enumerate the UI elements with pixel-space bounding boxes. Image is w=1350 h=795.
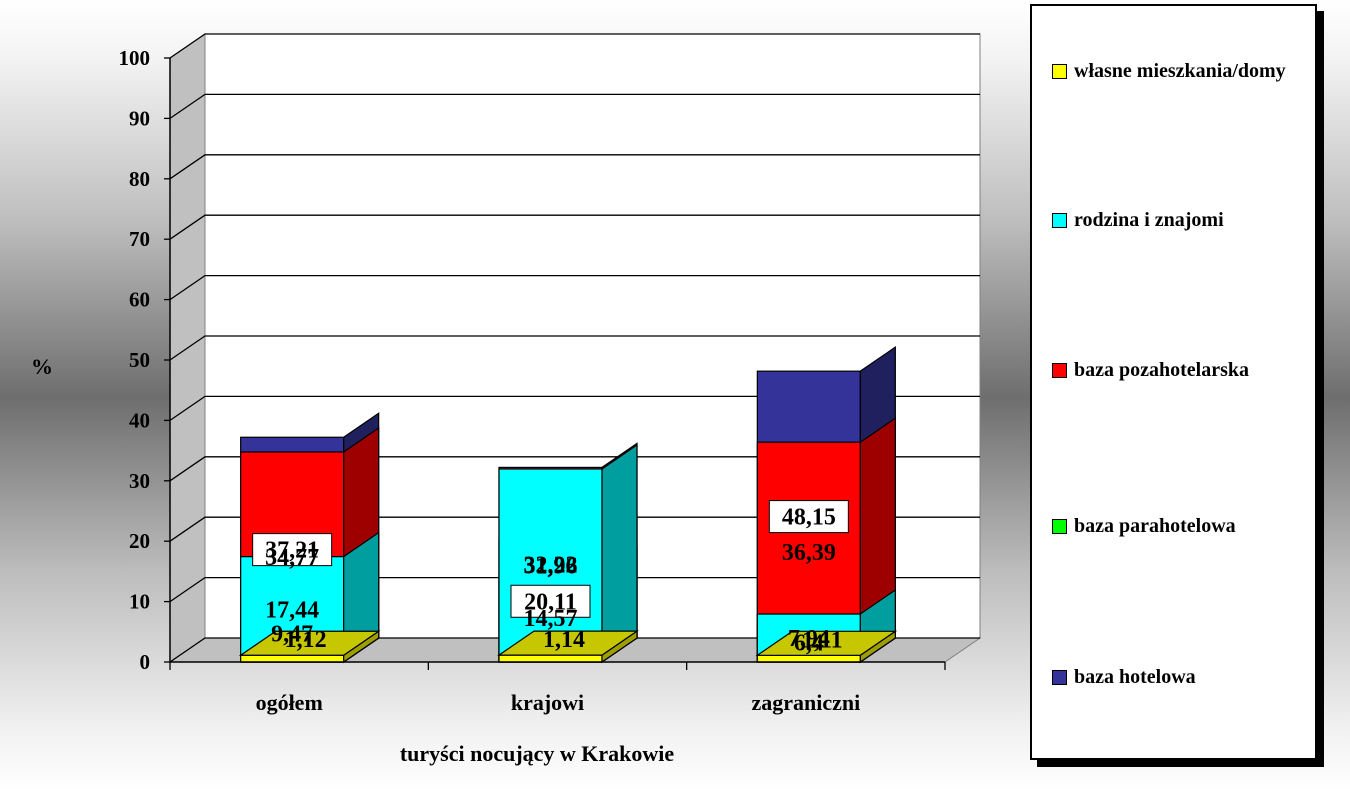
legend-swatch — [1052, 363, 1067, 378]
gridline — [169, 516, 980, 542]
x-tick-label: krajowi — [511, 690, 584, 715]
data-label: 36,39 — [782, 540, 836, 566]
data-label: 17,44 — [265, 597, 319, 623]
x-tick-label: zagraniczni — [751, 690, 860, 715]
x-axis-title: turyści nocujący w Krakowie — [400, 741, 675, 766]
data-label: 34,77 — [265, 545, 319, 571]
bar-segment-front — [498, 468, 603, 663]
data-label: 20,11 — [524, 589, 577, 615]
legend-swatch — [1052, 213, 1067, 228]
y-axis-title: % — [31, 354, 53, 379]
gridline — [169, 154, 980, 180]
y-tick-label: 80 — [129, 167, 150, 191]
data-label: 31,96 — [524, 553, 578, 579]
chart-axes: % turyści nocujący w Krakowie 0 10 20 30 40 5… — [31, 46, 946, 766]
data-label: 48,15 — [782, 505, 836, 531]
gridline — [169, 637, 980, 663]
gridline — [169, 576, 980, 603]
y-tick-label: 40 — [129, 408, 150, 432]
data-label-box — [510, 584, 591, 618]
gridline — [169, 33, 980, 59]
data-label: 1,14 — [543, 627, 585, 653]
y-tick-label: 20 — [129, 529, 150, 553]
y-tick-label: 10 — [129, 590, 150, 614]
legend-label: baza pozahotelarska — [1074, 359, 1249, 381]
y-tick-label: 70 — [129, 227, 150, 251]
gridline — [169, 395, 980, 421]
data-label: 14,57 — [524, 606, 578, 632]
legend-label: baza parahotelowa — [1074, 515, 1236, 537]
bar-segment-side — [601, 443, 638, 664]
legend-label: rodzina i znajomi — [1074, 209, 1224, 231]
y-tick-label: 50 — [129, 348, 150, 372]
y-tick-label: 0 — [140, 650, 151, 674]
y-tick-label: 100 — [119, 46, 151, 70]
gridline — [169, 93, 980, 119]
bar-segment-top — [755, 630, 898, 656]
y-tick-label: 30 — [129, 469, 150, 493]
bar-segment-top — [497, 630, 639, 656]
legend-swatch — [1052, 670, 1067, 685]
data-label: 37,21 — [265, 538, 319, 564]
data-label: 1,11 — [802, 627, 843, 653]
bar-segment-top — [238, 630, 381, 656]
data-label: 6,4 — [794, 631, 824, 657]
data-label: 9,47 — [271, 621, 313, 647]
data-label: 32,22 — [524, 553, 578, 579]
bar-segment-front — [498, 654, 603, 663]
legend-swatch — [1052, 64, 1067, 79]
bar-segment-front — [240, 654, 345, 663]
legend-label: własne mieszkania/domy — [1074, 60, 1286, 82]
x-tick-label: ogółem — [256, 690, 323, 715]
gridline — [169, 335, 980, 361]
y-tick-label: 60 — [129, 288, 150, 312]
legend-label: baza hotelowa — [1074, 666, 1196, 688]
y-tick-label: 90 — [129, 106, 150, 130]
gridline — [169, 214, 980, 240]
data-label: 7,94 — [788, 626, 830, 652]
chart-bars — [238, 346, 898, 664]
chart-legend: własne mieszkania/domy rodzina i znajomi… — [1030, 4, 1317, 760]
data-label-box — [252, 533, 333, 567]
chart-gridlines — [169, 33, 980, 663]
gridline — [169, 274, 980, 301]
data-label: 1,12 — [285, 627, 327, 653]
data-label-box — [768, 500, 849, 534]
gridline — [169, 456, 980, 482]
legend-swatch — [1052, 519, 1067, 534]
